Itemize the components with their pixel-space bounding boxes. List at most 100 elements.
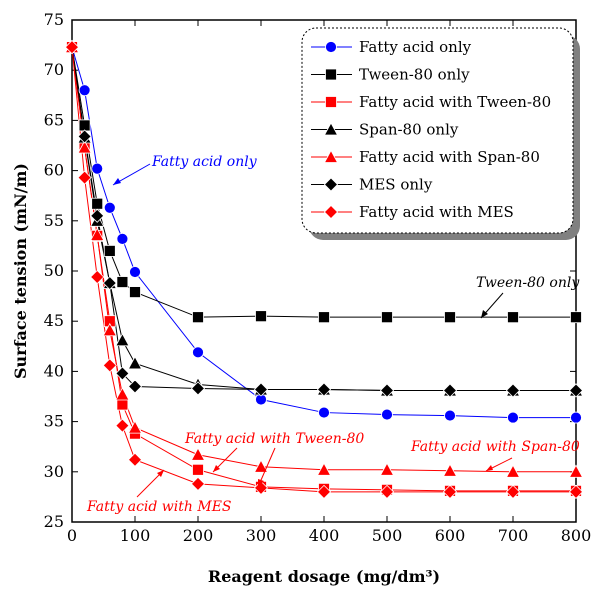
legend-marker bbox=[325, 96, 337, 108]
data-point bbox=[116, 398, 129, 411]
x-tick-label: 800 bbox=[561, 526, 592, 545]
data-point bbox=[253, 459, 269, 473]
data-point bbox=[192, 463, 204, 476]
data-point bbox=[253, 382, 269, 397]
y-tick-label: 40 bbox=[44, 361, 64, 380]
data-point bbox=[115, 387, 130, 401]
data-point bbox=[381, 311, 393, 324]
data-point bbox=[102, 275, 117, 291]
data-point bbox=[568, 484, 584, 499]
data-point bbox=[102, 358, 117, 373]
data-point bbox=[442, 383, 458, 398]
data-point bbox=[90, 227, 105, 241]
data-point bbox=[64, 40, 80, 55]
annotation-arrowhead-tween-80-a bbox=[258, 479, 264, 487]
x-tick-label: 400 bbox=[309, 526, 340, 545]
legend-box bbox=[301, 27, 574, 234]
x-axis-title: Reagent dosage (mg/dm³) bbox=[208, 567, 440, 586]
data-point bbox=[91, 197, 104, 210]
data-point bbox=[444, 409, 456, 422]
x-tick-label: 100 bbox=[120, 526, 151, 545]
y-axis-title: Surface tension (mN/m) bbox=[11, 163, 30, 379]
data-point bbox=[127, 420, 143, 434]
data-point bbox=[316, 484, 332, 499]
legend-label: Span-80 only bbox=[359, 121, 459, 139]
data-point bbox=[505, 464, 521, 478]
x-tick-label: 700 bbox=[498, 526, 529, 545]
annotation-arrowhead-tween-80-only bbox=[481, 310, 488, 318]
annotation-fatty-acid-only: Fatty acid only bbox=[151, 154, 258, 170]
data-point bbox=[103, 245, 116, 257]
data-point bbox=[379, 484, 395, 499]
legend-marker bbox=[325, 41, 337, 53]
annotation-arrowhead-tween-80-b bbox=[213, 465, 220, 472]
data-point bbox=[115, 332, 130, 347]
legend-marker bbox=[323, 177, 339, 192]
y-tick-label: 25 bbox=[44, 512, 64, 531]
data-point bbox=[507, 311, 519, 324]
data-point bbox=[116, 276, 129, 288]
y-tick-label: 30 bbox=[44, 462, 64, 481]
legend-label: Fatty acid with Tween-80 bbox=[359, 93, 551, 111]
y-tick-label: 50 bbox=[44, 261, 64, 280]
data-point bbox=[190, 476, 206, 491]
data-point bbox=[379, 383, 395, 398]
data-point bbox=[253, 480, 269, 495]
data-point bbox=[91, 162, 104, 175]
legend-label: MES only bbox=[359, 176, 433, 194]
data-point bbox=[190, 447, 206, 461]
data-point bbox=[90, 208, 105, 223]
data-point bbox=[568, 383, 584, 398]
data-point bbox=[318, 406, 330, 419]
data-point bbox=[442, 463, 458, 477]
data-point bbox=[570, 411, 582, 424]
y-tick-label: 60 bbox=[44, 161, 64, 180]
data-point bbox=[127, 379, 143, 394]
annotation-arrowhead-fatty-acid-only bbox=[113, 178, 121, 185]
data-point bbox=[127, 452, 143, 467]
annotation-arrowhead-mes bbox=[157, 470, 164, 477]
legend-label: Fatty acid with Span-80 bbox=[359, 148, 540, 166]
data-point bbox=[129, 286, 141, 298]
data-point bbox=[568, 464, 584, 478]
annotation-tween-80-only: Tween-80 only bbox=[476, 275, 580, 291]
data-point bbox=[127, 356, 143, 370]
data-point bbox=[190, 381, 206, 396]
legend-marker bbox=[325, 68, 337, 81]
data-point bbox=[77, 140, 92, 154]
x-tick-label: 300 bbox=[246, 526, 277, 545]
data-point bbox=[192, 311, 204, 324]
data-point bbox=[102, 322, 117, 337]
data-point bbox=[444, 311, 456, 324]
y-tick-label: 35 bbox=[44, 412, 64, 431]
data-point bbox=[505, 383, 521, 398]
data-point bbox=[129, 266, 141, 278]
data-point bbox=[507, 411, 519, 424]
legend-marker bbox=[323, 122, 339, 136]
data-point bbox=[318, 311, 330, 324]
data-point bbox=[255, 310, 267, 323]
legend-marker bbox=[323, 149, 339, 163]
data-point bbox=[77, 170, 92, 185]
x-tick-label: 600 bbox=[435, 526, 466, 545]
data-point bbox=[77, 129, 92, 144]
data-point bbox=[103, 201, 116, 214]
y-tick-label: 75 bbox=[44, 10, 64, 29]
data-point bbox=[381, 408, 393, 421]
data-point bbox=[78, 119, 91, 132]
data-point bbox=[78, 84, 91, 97]
x-tick-label: 200 bbox=[183, 526, 214, 545]
annotation-fatty-acid-with-mes: Fatty acid with MES bbox=[86, 499, 232, 515]
data-point bbox=[442, 484, 458, 499]
data-point bbox=[379, 462, 395, 476]
annotation-fatty-acid-with-span-80: Fatty acid with Span-80 bbox=[410, 439, 580, 455]
data-point bbox=[116, 232, 129, 245]
x-tick-label: 0 bbox=[67, 526, 77, 545]
data-point bbox=[505, 484, 521, 499]
legend-label: Tween-80 only bbox=[359, 66, 470, 84]
data-point bbox=[115, 366, 130, 381]
annotation-fatty-acid-with-tween-80: Fatty acid with Tween-80 bbox=[184, 431, 364, 447]
data-point bbox=[192, 346, 204, 359]
y-tick-label: 70 bbox=[44, 60, 64, 79]
legend-label: Fatty acid only bbox=[359, 38, 472, 56]
